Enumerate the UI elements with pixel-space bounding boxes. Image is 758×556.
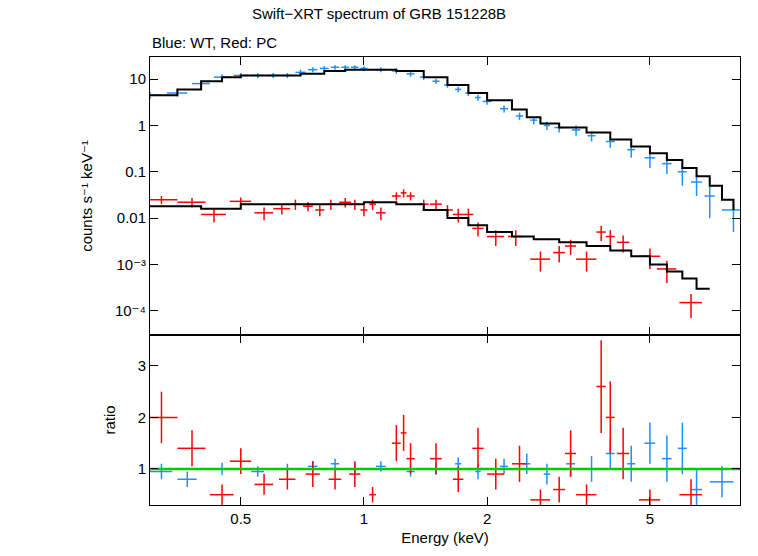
svg-text:0.01: 0.01 — [117, 209, 146, 226]
svg-text:3: 3 — [138, 357, 146, 374]
svg-text:2: 2 — [138, 409, 146, 426]
svg-text:2: 2 — [483, 510, 491, 527]
svg-text:10⁻³: 10⁻³ — [116, 256, 146, 273]
svg-text:1: 1 — [138, 117, 146, 134]
svg-text:1: 1 — [360, 510, 368, 527]
svg-text:Energy (keV): Energy (keV) — [401, 529, 489, 546]
svg-text:5: 5 — [646, 510, 654, 527]
svg-text:10: 10 — [129, 70, 146, 87]
svg-text:ratio: ratio — [101, 405, 118, 434]
svg-text:0.5: 0.5 — [230, 510, 251, 527]
svg-text:Blue: WT, Red: PC: Blue: WT, Red: PC — [152, 34, 277, 51]
svg-text:Swift−XRT spectrum of GRB 1512: Swift−XRT spectrum of GRB 151228B — [252, 5, 506, 22]
svg-text:counts s⁻¹ keV⁻¹: counts s⁻¹ keV⁻¹ — [78, 140, 95, 252]
svg-text:10⁻⁴: 10⁻⁴ — [115, 302, 146, 319]
svg-text:1: 1 — [138, 460, 146, 477]
svg-text:0.1: 0.1 — [125, 163, 146, 180]
